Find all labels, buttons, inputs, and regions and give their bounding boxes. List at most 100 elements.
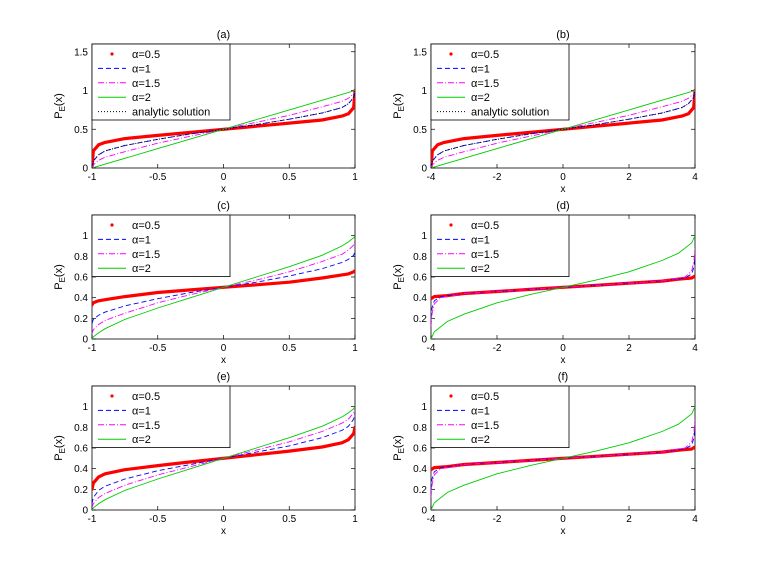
y-tick-label: 0.8 — [74, 252, 88, 263]
series--2 — [92, 406, 355, 510]
y-tick-label: 0.5 — [413, 125, 427, 136]
x-tick-label: -2 — [493, 343, 502, 354]
legend-box — [91, 43, 231, 121]
legend-item: α=1.5 — [98, 249, 160, 261]
x-tick-label: 1 — [352, 172, 358, 183]
legend-item: α=1 — [437, 234, 490, 246]
y-tick-label: 0.6 — [74, 273, 88, 284]
y-tick-label: 0 — [421, 335, 427, 346]
legend: α=0.5 α=1 α=1.5 α=2 analytic solution — [91, 43, 231, 121]
series--15 — [92, 240, 355, 334]
legend-item: α=1 — [437, 63, 490, 75]
legend: α=0.5 α=1 α=1.5 α=2 — [430, 385, 570, 448]
y-tick-label: 1.5 — [74, 47, 88, 58]
legend-item: analytic solution — [98, 107, 210, 119]
x-tick-label: 4 — [692, 172, 698, 183]
panel-c: (c)-1 -0.5 0 0.5 100.20.40.60.81xPE(x)α=0.5α… — [53, 200, 358, 366]
x-tick-label: -2 — [493, 514, 502, 525]
series--2 — [92, 235, 355, 339]
panel-title: (a) — [217, 29, 230, 41]
x-tick-label: 4 — [692, 514, 698, 525]
legend-label: α=2 — [471, 434, 490, 446]
legend-label: α=2 — [471, 92, 490, 104]
x-tick-label: 0 — [221, 514, 227, 525]
x-axis-label: x — [561, 184, 566, 195]
x-tick-label: -4 — [427, 343, 436, 354]
panel-title: (b) — [556, 29, 569, 41]
y-tick-label: 1 — [421, 231, 427, 242]
legend-label: α=0.5 — [471, 49, 499, 61]
y-tick-label: 1 — [82, 86, 88, 97]
panel-title: (e) — [217, 371, 230, 383]
x-tick-label: 0 — [560, 343, 566, 354]
y-tick-label: 0.6 — [74, 444, 88, 455]
x-tick-label: -1 — [88, 172, 97, 183]
legend: α=0.5 α=1 α=1.5 α=2 — [91, 385, 231, 448]
y-tick-label: 0 — [421, 164, 427, 175]
y-tick-label: 1 — [421, 86, 427, 97]
legend-swatch — [449, 52, 453, 56]
legend-item: α=2 — [437, 92, 490, 104]
legend-item: α=1 — [98, 234, 151, 246]
x-tick-label: 0.5 — [282, 343, 296, 354]
x-axis-label: x — [221, 184, 226, 195]
legend-label: α=2 — [132, 434, 151, 446]
y-axis-label: PE(x) — [53, 264, 67, 290]
legend-item: α=1.5 — [437, 78, 499, 90]
legend-item: analytic solution — [437, 107, 549, 119]
y-tick-label: 0 — [82, 506, 88, 517]
y-tick-label: 1 — [82, 402, 88, 413]
legend-item: α=1.5 — [437, 249, 499, 261]
x-tick-label: 0 — [221, 172, 227, 183]
y-tick-label: 0.4 — [74, 464, 88, 475]
y-tick-label: 0.2 — [74, 314, 88, 325]
x-tick-label: 0 — [221, 343, 227, 354]
y-axis-label: PE(x) — [53, 435, 67, 461]
series-group — [92, 235, 355, 339]
series-group — [431, 406, 695, 510]
series--2 — [431, 90, 695, 168]
series--2 — [431, 235, 695, 339]
legend-item: α=2 — [98, 434, 151, 446]
legend-label: α=1 — [471, 405, 490, 417]
x-tick-label: 2 — [626, 343, 632, 354]
legend-item: α=2 — [437, 263, 490, 275]
legend-label: α=1 — [132, 63, 151, 75]
x-tick-label: 1 — [352, 514, 358, 525]
legend-item: α=1 — [98, 405, 151, 417]
y-tick-label: 0.5 — [74, 125, 88, 136]
series--1 — [92, 90, 355, 168]
legend-label: α=0.5 — [132, 391, 160, 403]
y-tick-label: 0.2 — [413, 485, 427, 496]
legend-label: analytic solution — [471, 107, 549, 119]
series--2 — [431, 406, 695, 510]
x-axis-label: x — [221, 526, 226, 537]
x-tick-label: 2 — [626, 514, 632, 525]
y-tick-label: 0.4 — [74, 293, 88, 304]
legend-label: α=0.5 — [471, 391, 499, 403]
x-tick-label: 0.5 — [282, 172, 296, 183]
legend-item: α=1.5 — [437, 420, 499, 432]
series-group — [431, 235, 695, 339]
y-tick-label: 0.4 — [413, 464, 427, 475]
legend-label: α=1 — [132, 234, 151, 246]
legend-item: α=1.5 — [98, 78, 160, 90]
y-tick-label: 0.8 — [74, 423, 88, 434]
legend: α=0.5 α=1 α=1.5 α=2 analytic solution — [430, 43, 570, 121]
x-tick-label: -1 — [88, 343, 97, 354]
legend-item: α=2 — [437, 434, 490, 446]
legend-label: analytic solution — [132, 107, 210, 119]
legend-label: α=0.5 — [471, 220, 499, 232]
legend-box — [430, 214, 570, 277]
legend-label: α=1.5 — [132, 420, 160, 432]
legend-item: α=0.5 — [449, 391, 499, 403]
panel-b: (b) -4 -2 0 2 4 0 0.5 1 1.5 x PE(x) α=0.5 α=1 α=1.5 α=2… — [392, 29, 698, 195]
legend-item: α=1 — [98, 63, 151, 75]
series--1 — [431, 90, 695, 168]
y-tick-label: 0 — [82, 335, 88, 346]
legend-label: α=1.5 — [471, 420, 499, 432]
x-tick-label: 0 — [560, 514, 566, 525]
legend-label: α=1.5 — [471, 78, 499, 90]
x-tick-label: 4 — [692, 343, 698, 354]
